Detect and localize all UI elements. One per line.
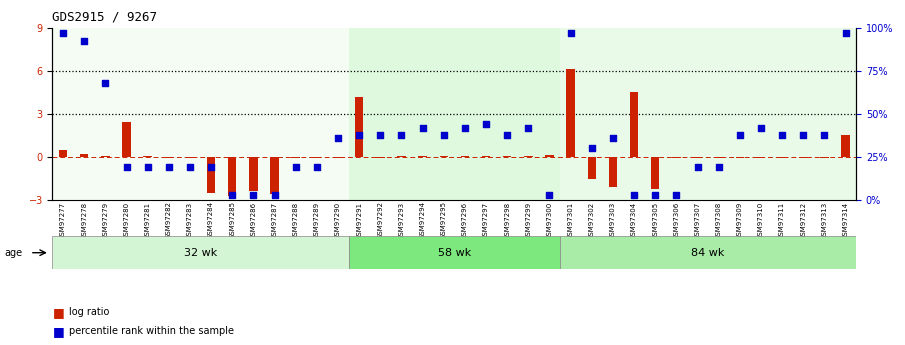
- Point: [162, 165, 176, 170]
- Bar: [630, 92, 638, 157]
- Point: [289, 165, 303, 170]
- Point: [817, 132, 832, 137]
- Bar: [334, 157, 342, 158]
- Bar: [820, 157, 829, 158]
- Bar: [165, 157, 173, 158]
- Point: [521, 125, 536, 130]
- Bar: [101, 156, 110, 157]
- Bar: [461, 156, 469, 157]
- Point: [352, 132, 367, 137]
- Bar: [271, 157, 279, 194]
- Bar: [440, 156, 448, 157]
- Point: [838, 30, 853, 36]
- Point: [395, 132, 409, 137]
- Text: percentile rank within the sample: percentile rank within the sample: [69, 326, 233, 336]
- Point: [77, 39, 91, 44]
- Point: [140, 165, 155, 170]
- Point: [796, 132, 811, 137]
- Bar: [524, 156, 532, 157]
- Point: [500, 132, 514, 137]
- Point: [267, 192, 281, 198]
- Point: [246, 192, 261, 198]
- Bar: [567, 69, 575, 157]
- Point: [373, 132, 387, 137]
- Bar: [503, 156, 511, 157]
- Point: [691, 165, 705, 170]
- Point: [648, 192, 662, 198]
- Bar: [545, 155, 554, 157]
- Point: [415, 125, 430, 130]
- Point: [225, 192, 240, 198]
- Bar: [778, 157, 786, 158]
- Text: 58 wk: 58 wk: [438, 248, 471, 258]
- Text: 84 wk: 84 wk: [691, 248, 725, 258]
- Point: [585, 146, 599, 151]
- Point: [458, 125, 472, 130]
- Text: ■: ■: [52, 325, 64, 338]
- Point: [56, 30, 71, 36]
- Text: log ratio: log ratio: [69, 307, 110, 317]
- Bar: [291, 157, 300, 158]
- Point: [711, 165, 726, 170]
- Bar: [587, 157, 596, 179]
- Bar: [80, 154, 89, 157]
- Bar: [312, 157, 321, 158]
- Point: [775, 132, 789, 137]
- Bar: [376, 157, 385, 158]
- Point: [98, 80, 112, 86]
- Bar: [418, 156, 427, 157]
- Bar: [348, 28, 560, 200]
- Bar: [143, 156, 152, 157]
- Bar: [397, 156, 405, 157]
- Bar: [560, 28, 856, 200]
- Bar: [481, 156, 491, 157]
- Text: age: age: [5, 248, 23, 258]
- Bar: [736, 157, 744, 158]
- Bar: [186, 157, 195, 158]
- Bar: [799, 157, 807, 158]
- Point: [310, 165, 324, 170]
- Bar: [348, 236, 560, 269]
- Bar: [609, 157, 617, 187]
- Point: [564, 30, 578, 36]
- Bar: [672, 157, 681, 158]
- Bar: [207, 157, 215, 193]
- Point: [183, 165, 197, 170]
- Bar: [651, 157, 660, 189]
- Bar: [52, 236, 348, 269]
- Point: [732, 132, 747, 137]
- Bar: [59, 150, 67, 157]
- Point: [479, 121, 493, 127]
- Bar: [52, 28, 348, 200]
- Bar: [560, 236, 856, 269]
- Text: GDS2915 / 9267: GDS2915 / 9267: [52, 10, 157, 23]
- Point: [627, 192, 642, 198]
- Bar: [228, 157, 236, 196]
- Bar: [842, 135, 850, 157]
- Text: 32 wk: 32 wk: [184, 248, 217, 258]
- Bar: [757, 157, 766, 158]
- Bar: [122, 122, 130, 157]
- Point: [669, 192, 683, 198]
- Point: [204, 165, 218, 170]
- Bar: [355, 97, 364, 157]
- Point: [542, 192, 557, 198]
- Point: [119, 165, 134, 170]
- Point: [436, 132, 451, 137]
- Point: [605, 135, 620, 141]
- Point: [330, 135, 345, 141]
- Bar: [693, 157, 701, 158]
- Text: ■: ■: [52, 306, 64, 319]
- Bar: [714, 157, 723, 158]
- Bar: [249, 157, 258, 191]
- Point: [754, 125, 768, 130]
